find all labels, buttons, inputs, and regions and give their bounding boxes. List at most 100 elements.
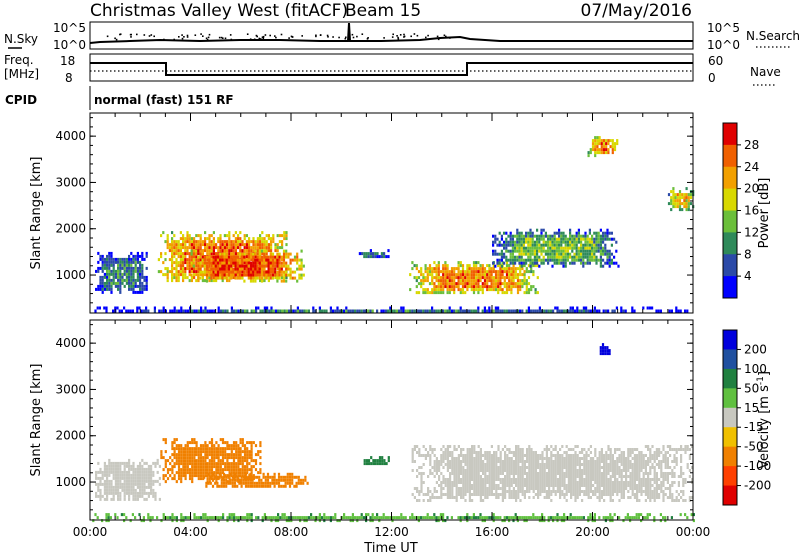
data-cell (145, 473, 148, 477)
data-cell (499, 454, 502, 457)
data-cell (594, 469, 597, 472)
data-cell (608, 258, 611, 262)
data-cell (533, 261, 536, 265)
data-cell (252, 237, 255, 241)
data-cell (269, 276, 272, 280)
data-cell (494, 288, 498, 292)
data-cell (657, 309, 660, 313)
data-cell (216, 276, 220, 280)
data-cell (587, 484, 590, 487)
data-cell (136, 260, 139, 264)
data-cell (462, 460, 465, 463)
nsky-dot (181, 37, 184, 40)
data-cell (141, 284, 144, 288)
data-cell (247, 267, 250, 271)
data-cell (597, 243, 600, 247)
data-cell (228, 465, 231, 469)
data-cell (177, 255, 180, 259)
data-cell (534, 264, 537, 268)
data-cell (296, 306, 299, 310)
data-cell (431, 282, 434, 286)
data-cell (242, 478, 245, 482)
data-cell (171, 246, 174, 250)
data-cell (567, 463, 570, 466)
data-cell (132, 473, 135, 477)
data-cell (446, 445, 449, 448)
data-cell (99, 482, 102, 486)
data-cell (97, 284, 100, 288)
data-cell (236, 255, 239, 259)
data-cell (110, 464, 113, 468)
data-cell (516, 231, 519, 235)
data-cell (437, 261, 440, 265)
data-cell (297, 481, 300, 485)
data-cell (230, 462, 233, 466)
data-cell (577, 228, 580, 232)
data-cell (420, 478, 423, 481)
data-cell (226, 243, 229, 247)
data-cell (537, 463, 540, 466)
data-cell (440, 493, 443, 496)
data-cell (215, 441, 218, 445)
data-cell (208, 261, 211, 265)
data-cell (204, 456, 207, 460)
data-cell (171, 453, 174, 457)
data-cell (280, 255, 283, 259)
data-cell (435, 463, 438, 466)
data-cell (565, 454, 568, 457)
data-cell (188, 264, 191, 268)
data-cell (247, 273, 250, 277)
data-cell (173, 465, 176, 469)
data-cell (506, 469, 509, 472)
data-cell (293, 475, 296, 479)
data-cell (371, 309, 374, 313)
data-cell (239, 255, 242, 259)
data-cell (101, 284, 104, 288)
data-cell (457, 487, 460, 490)
data-cell (117, 479, 120, 483)
data-cell (231, 475, 234, 479)
data-cell (141, 494, 144, 498)
data-cell (439, 285, 443, 289)
data-cell (477, 463, 480, 466)
data-cell (510, 309, 513, 313)
data-cell (556, 306, 559, 310)
data-cell (262, 472, 265, 476)
data-cell (233, 309, 236, 313)
data-cell (448, 309, 451, 313)
nsky-dot (183, 36, 185, 38)
data-cell (438, 469, 441, 472)
data-cell (136, 476, 139, 480)
data-cell (578, 466, 581, 469)
data-cell (125, 488, 128, 492)
data-cell (114, 482, 117, 486)
data-cell (139, 479, 142, 483)
data-cell (221, 438, 225, 442)
data-cell (561, 481, 564, 484)
data-cell (553, 231, 556, 235)
data-cell (219, 471, 222, 475)
data-cell (583, 457, 586, 460)
data-cell (237, 444, 240, 448)
data-cell (186, 450, 189, 454)
data-cell (580, 255, 583, 259)
data-cell (374, 255, 377, 259)
data-cell (578, 460, 581, 463)
data-cell (561, 469, 564, 472)
data-cell (281, 243, 284, 247)
data-cell (507, 249, 510, 253)
data-cell (497, 484, 500, 487)
data-cell (570, 496, 573, 499)
data-cell (589, 487, 592, 490)
data-cell (536, 255, 539, 259)
data-cell (103, 260, 106, 264)
data-cell (374, 252, 377, 256)
data-cell (514, 282, 517, 286)
data-cell (393, 309, 396, 313)
data-cell (329, 309, 332, 313)
data-cell (510, 496, 513, 499)
data-cell (679, 309, 682, 313)
data-cell (585, 466, 588, 469)
data-cell (503, 255, 506, 259)
data-cell (541, 451, 544, 454)
